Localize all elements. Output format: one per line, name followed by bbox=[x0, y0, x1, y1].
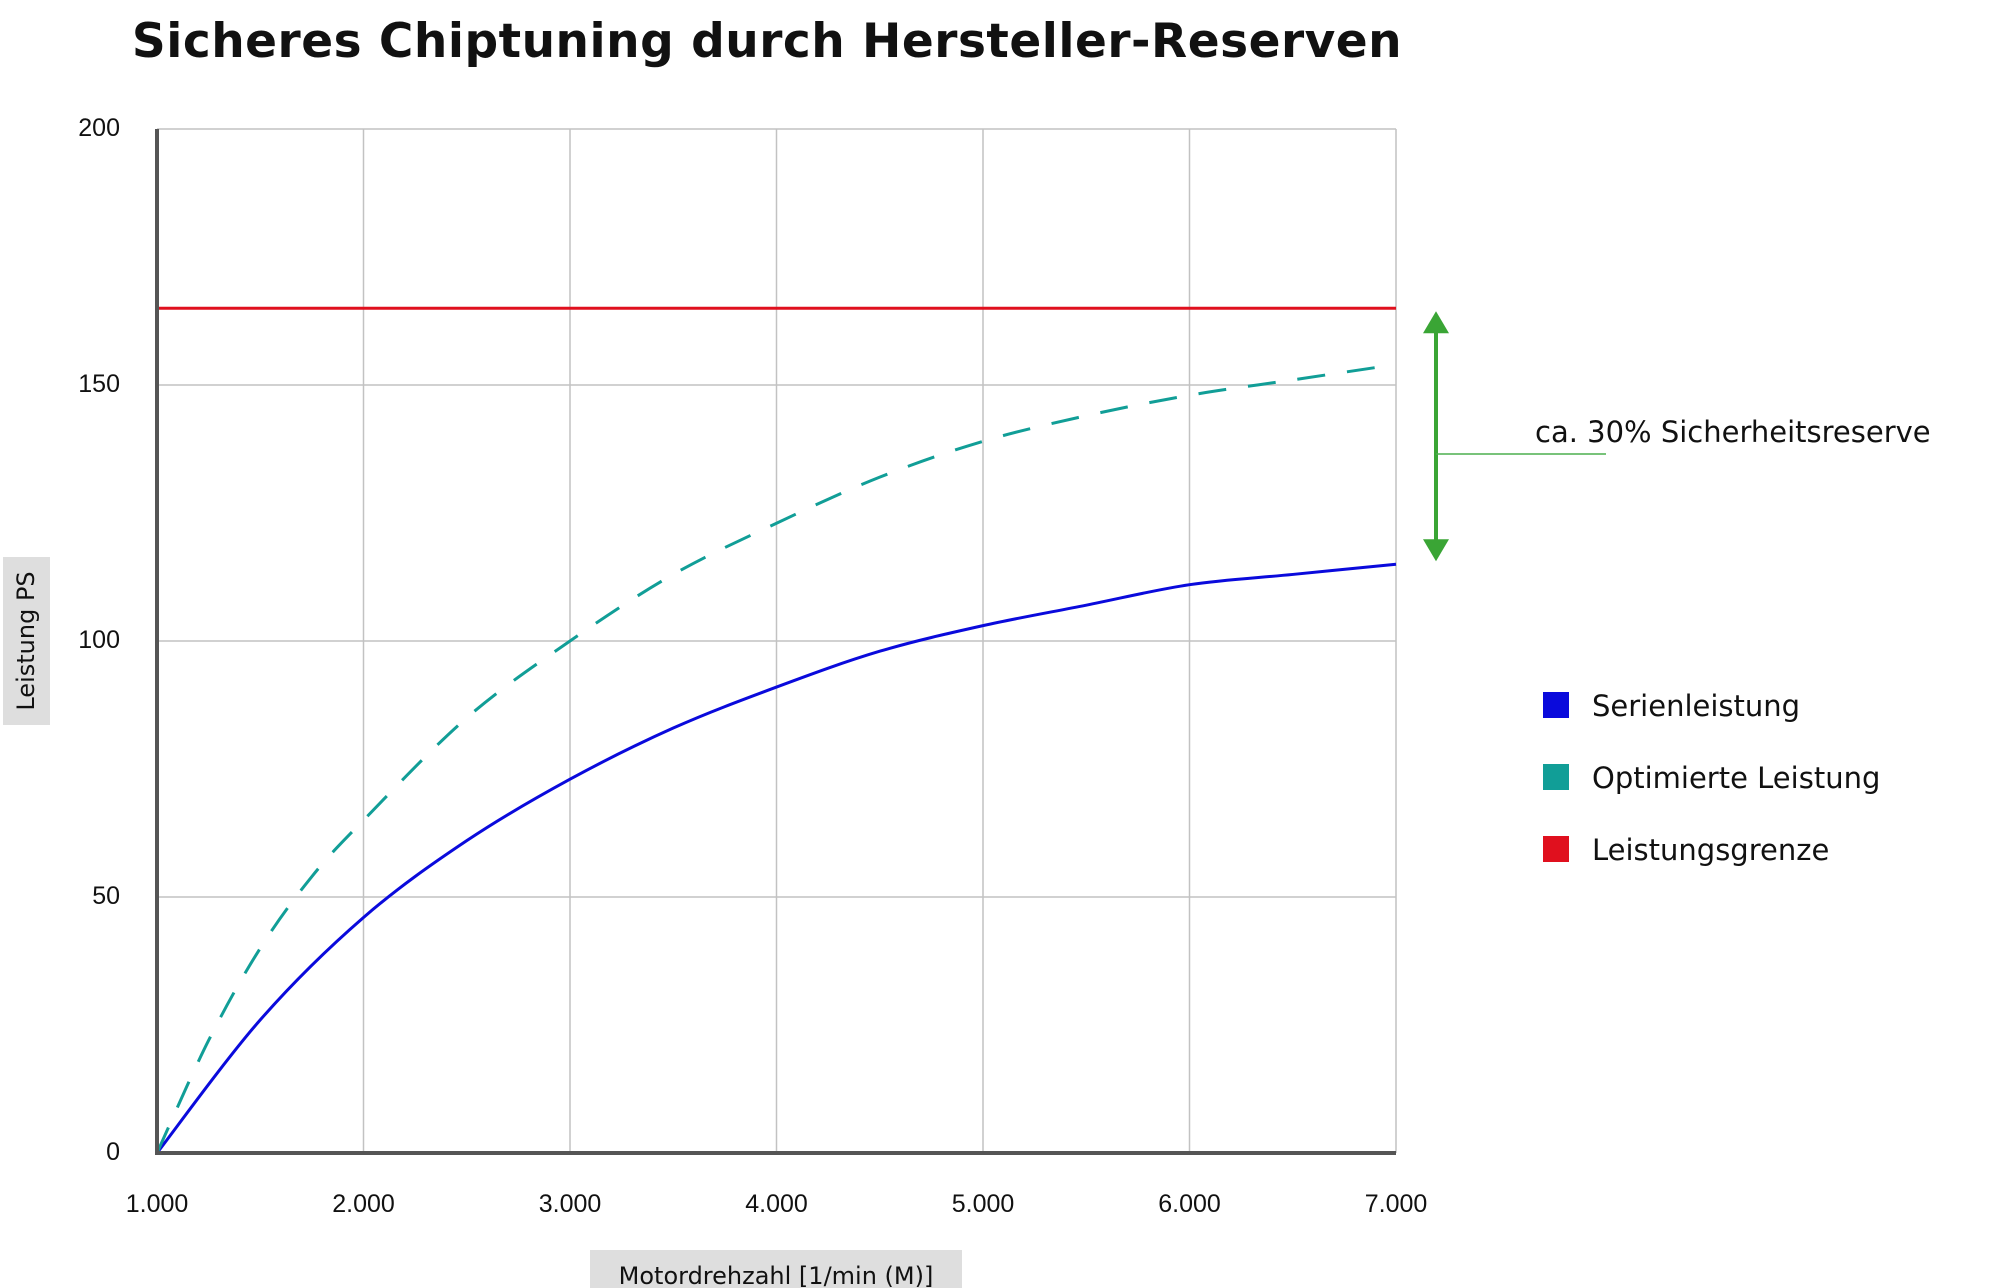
legend-swatch bbox=[1543, 764, 1569, 790]
reserve-annotation-text: ca. 30% Sicherheitsreserve bbox=[1535, 415, 1931, 449]
legend-label: Optimierte Leistung bbox=[1592, 761, 1880, 795]
x-axis-label: Motordrehzahl [1/min (M)] bbox=[590, 1250, 962, 1288]
x-tick-label: 7.000 bbox=[1365, 1190, 1428, 1218]
y-tick-label: 50 bbox=[92, 882, 120, 910]
series-line-optimierte-leistung bbox=[155, 363, 1397, 1154]
reserve-arrow-head-bottom bbox=[1423, 539, 1449, 562]
x-tick-label: 4.000 bbox=[745, 1190, 808, 1218]
y-axis-label-text: Leistung PS bbox=[12, 571, 40, 710]
series-line-serienleistung bbox=[155, 562, 1397, 1154]
y-tick-label: 100 bbox=[78, 626, 120, 654]
reserve-arrow-head-top bbox=[1423, 311, 1449, 334]
legend: Serienleistung Optimierte Leistung Leistun… bbox=[1543, 689, 1880, 867]
x-tick-label: 2.000 bbox=[332, 1190, 395, 1218]
y-axis-label-box bbox=[3, 557, 50, 725]
x-tick-label: 6.000 bbox=[1158, 1190, 1221, 1218]
y-tick-labels: 0 50 100 150 200 bbox=[78, 114, 120, 1166]
legend-label: Leistungsgrenze bbox=[1592, 833, 1829, 867]
y-tick-label: 200 bbox=[78, 114, 120, 142]
x-tick-labels: 1.000 2.000 3.000 4.000 5.000 6.000 7.000 bbox=[126, 1190, 1428, 1218]
legend-swatch bbox=[1543, 692, 1569, 718]
axes bbox=[155, 129, 1396, 1155]
x-tick-label: 3.000 bbox=[539, 1190, 602, 1218]
series-layer bbox=[155, 306, 1397, 1154]
grid bbox=[156, 128, 1397, 1154]
y-axis-label: Leistung PS bbox=[3, 557, 50, 725]
x-tick-label: 5.000 bbox=[952, 1190, 1015, 1218]
legend-label: Serienleistung bbox=[1592, 689, 1800, 723]
x-tick-label: 1.000 bbox=[126, 1190, 189, 1218]
x-axis-label-text: Motordrehzahl [1/min (M)] bbox=[619, 1262, 934, 1288]
y-tick-label: 0 bbox=[106, 1138, 120, 1166]
legend-swatch bbox=[1543, 836, 1569, 862]
reserve-annotation: ca. 30% Sicherheitsreserve bbox=[1423, 311, 1931, 562]
y-tick-label: 150 bbox=[78, 370, 120, 398]
x-axis-label-box bbox=[590, 1250, 962, 1288]
chart-title: Sicheres Chiptuning durch Hersteller-Res… bbox=[131, 14, 1403, 69]
